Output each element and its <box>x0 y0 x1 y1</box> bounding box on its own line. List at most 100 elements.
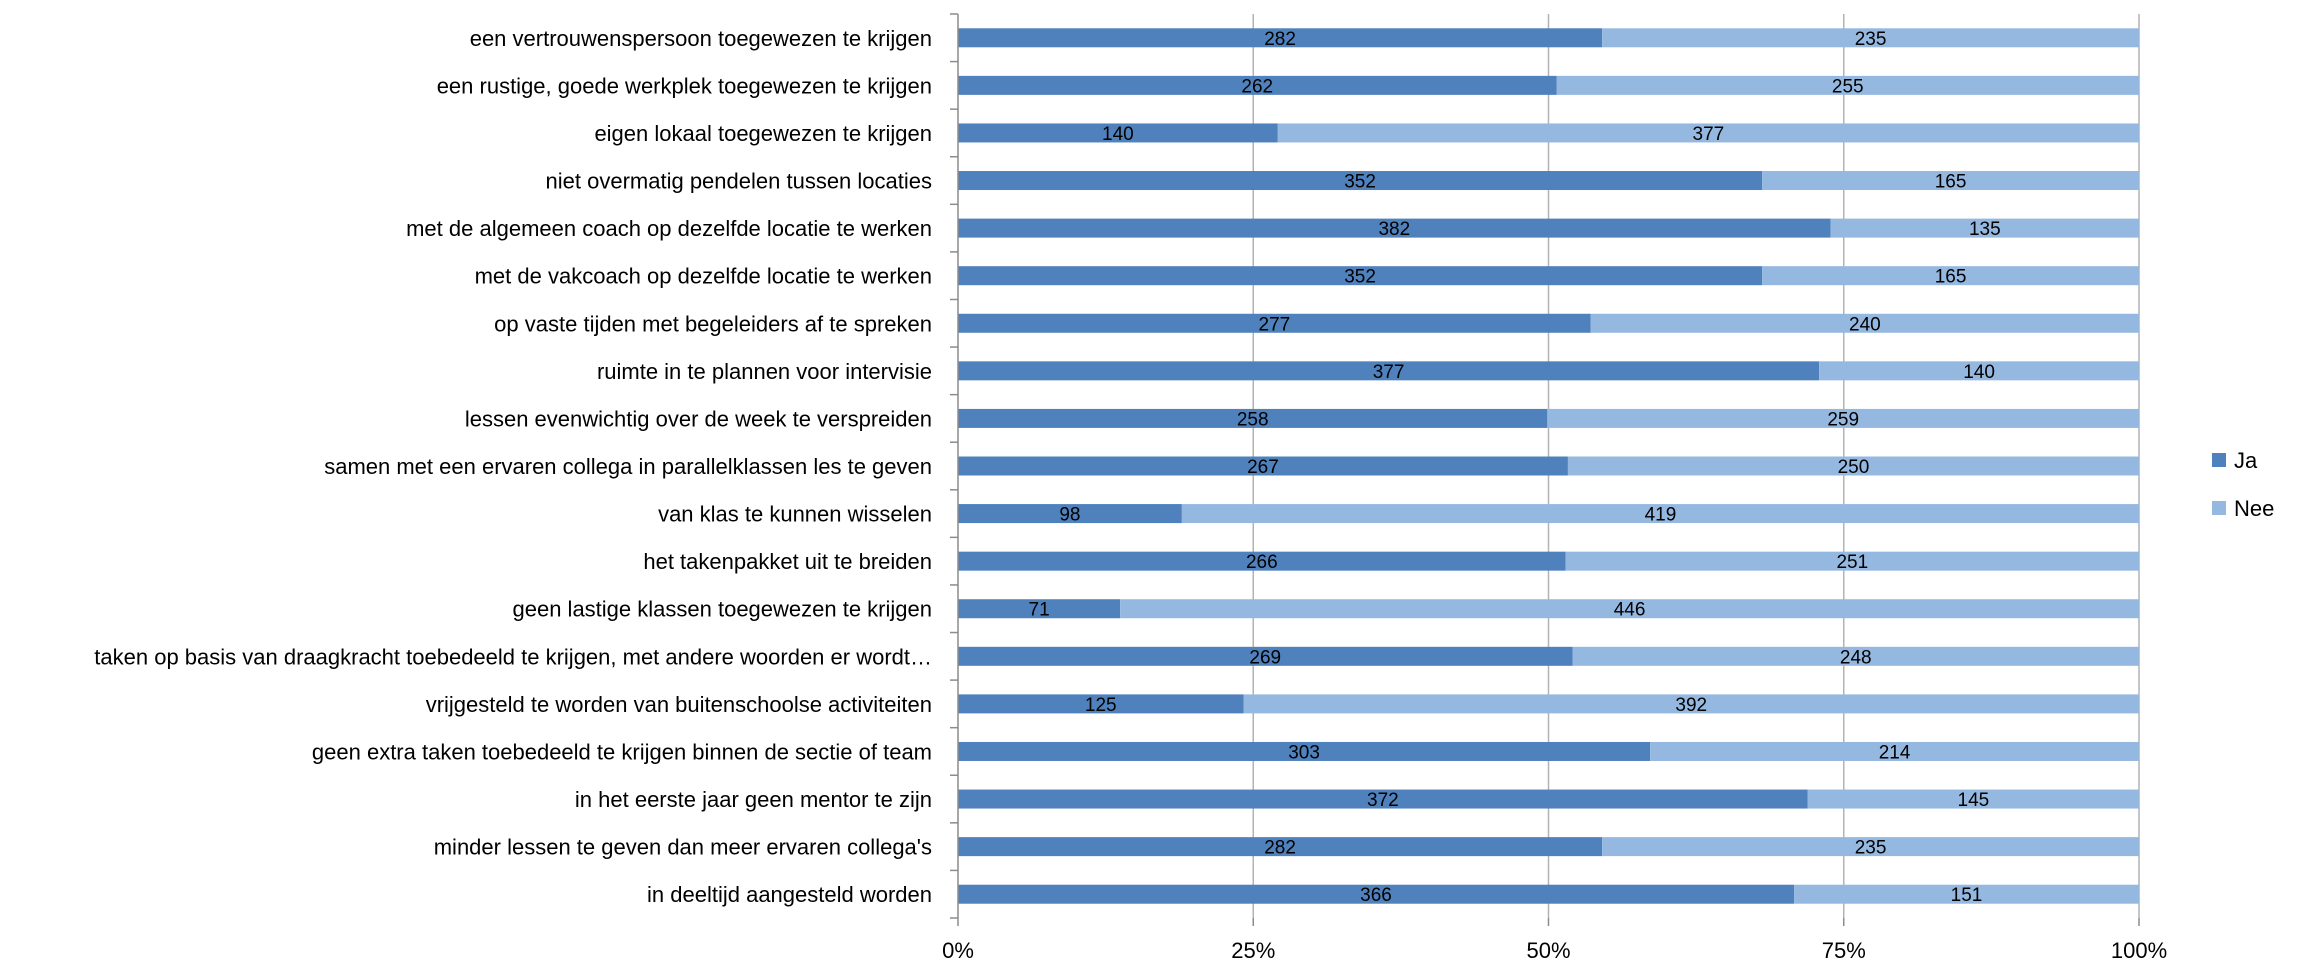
bar-segment <box>1762 266 2139 286</box>
data-label: 282 <box>1264 838 1296 859</box>
x-tick-label: 50% <box>1526 938 1570 963</box>
bar-segment <box>958 266 1763 286</box>
bar-segment <box>958 361 1820 381</box>
data-label: 145 <box>1958 790 1990 811</box>
bar-segment <box>1243 694 2139 714</box>
bar-segment <box>958 75 1557 95</box>
bar-segment <box>958 408 1548 428</box>
bar-segment <box>1277 123 2139 143</box>
legend-label: Ja <box>2234 448 2258 473</box>
category-label: vrijgesteld te worden van buitenschoolse… <box>426 692 932 717</box>
legend-label: Nee <box>2234 496 2274 521</box>
bar-segment <box>958 313 1591 333</box>
data-label: 419 <box>1645 505 1677 526</box>
data-label: 165 <box>1935 267 1967 288</box>
bar-segment <box>958 171 1763 191</box>
x-axis: 0% 25% 50% 75% 100% <box>942 918 2167 963</box>
category-label: minder lessen te geven dan meer ervaren … <box>434 835 932 860</box>
bar-segment <box>958 599 1121 619</box>
legend-swatch <box>2212 501 2226 515</box>
category-label: geen lastige klassen toegewezen te krijg… <box>513 597 933 622</box>
bar-segment <box>1120 599 2139 619</box>
data-label: 303 <box>1288 742 1320 763</box>
category-label: met de vakcoach op dezelfde locatie te w… <box>475 264 932 289</box>
legend: Ja Nee <box>2212 448 2274 521</box>
category-label: in het eerste jaar geen mentor te zijn <box>575 787 932 812</box>
bar-segment <box>1547 408 2139 428</box>
data-label: 267 <box>1247 457 1279 478</box>
bar-segment <box>1572 646 2139 666</box>
category-label: een rustige, goede werkplek toegewezen t… <box>437 73 932 98</box>
category-label: lessen evenwichtig over de week te versp… <box>465 406 932 431</box>
bar-segment <box>1762 171 2139 191</box>
bar-segment <box>1602 28 2139 48</box>
category-label: ruimte in te plannen voor intervisie <box>597 359 932 384</box>
category-label: samen met een ervaren collega in paralle… <box>324 454 932 479</box>
data-label: 125 <box>1085 695 1117 716</box>
data-label: 282 <box>1264 29 1296 50</box>
data-label: 140 <box>1963 362 1995 383</box>
bar-segment <box>958 28 1603 48</box>
x-tick-label: 100% <box>2111 938 2167 963</box>
bar-segment <box>1565 551 2139 571</box>
data-label: 240 <box>1849 314 1881 335</box>
bar-segment <box>958 456 1568 476</box>
data-label: 140 <box>1102 124 1134 145</box>
bar-segment <box>1181 504 2139 524</box>
bar-segment <box>958 551 1566 571</box>
data-label: 372 <box>1367 790 1399 811</box>
data-label: 377 <box>1373 362 1405 383</box>
category-label: in deeltijd aangesteld worden <box>647 882 932 907</box>
bar-segment <box>1830 218 2139 238</box>
data-label: 266 <box>1246 552 1278 573</box>
data-label: 248 <box>1840 647 1872 668</box>
data-label: 235 <box>1855 29 1887 50</box>
data-labels: 282 235 262 255 140 377 352 165 382 135 352 165 277 2… <box>1029 29 2001 906</box>
category-label: geen extra taken toebedeeld te krijgen b… <box>312 739 932 764</box>
category-label: taken op basis van draagkracht toebedeel… <box>94 644 932 669</box>
data-label: 352 <box>1344 172 1376 193</box>
category-axis: een vertrouwenspersoon toegewezen te kri… <box>94 13 959 919</box>
bar-segment <box>1567 456 2139 476</box>
data-label: 250 <box>1838 457 1870 478</box>
data-label: 71 <box>1029 600 1050 621</box>
data-label: 382 <box>1378 219 1410 240</box>
bar-segment <box>958 837 1603 857</box>
legend-swatch <box>2212 453 2226 467</box>
bar-segment <box>958 884 1795 904</box>
data-label: 277 <box>1259 314 1291 335</box>
x-tick-label: 25% <box>1231 938 1275 963</box>
category-label: op vaste tijden met begeleiders af te sp… <box>494 311 932 336</box>
bar-segment <box>1556 75 2139 95</box>
category-label: eigen lokaal toegewezen te krijgen <box>594 121 932 146</box>
category-label: niet overmatig pendelen tussen locaties <box>546 169 932 194</box>
data-label: 259 <box>1827 409 1859 430</box>
data-label: 269 <box>1249 647 1281 668</box>
data-label: 392 <box>1675 695 1707 716</box>
bar-segment <box>958 741 1651 761</box>
bars <box>958 28 2139 904</box>
data-label: 255 <box>1832 76 1864 97</box>
bar-segment <box>1602 837 2139 857</box>
data-label: 98 <box>1059 505 1080 526</box>
bar-segment <box>958 123 1278 143</box>
data-label: 366 <box>1360 885 1392 906</box>
bar-segment <box>958 504 1182 524</box>
data-label: 165 <box>1935 172 1967 193</box>
bar-segment <box>1590 313 2139 333</box>
category-label: het takenpakket uit te breiden <box>643 549 932 574</box>
bar-segment <box>1794 884 2139 904</box>
data-label: 151 <box>1951 885 1983 906</box>
x-tick-label: 0% <box>942 938 974 963</box>
category-label: van klas te kunnen wisselen <box>658 502 932 527</box>
data-label: 352 <box>1344 267 1376 288</box>
data-label: 446 <box>1614 600 1646 621</box>
data-label: 235 <box>1855 838 1887 859</box>
data-label: 251 <box>1836 552 1868 573</box>
bar-segment <box>1807 789 2139 809</box>
bar-segment <box>958 789 1808 809</box>
bar-segment <box>1650 741 2139 761</box>
data-label: 262 <box>1241 76 1273 97</box>
data-label: 258 <box>1237 409 1269 430</box>
data-label: 377 <box>1693 124 1725 145</box>
